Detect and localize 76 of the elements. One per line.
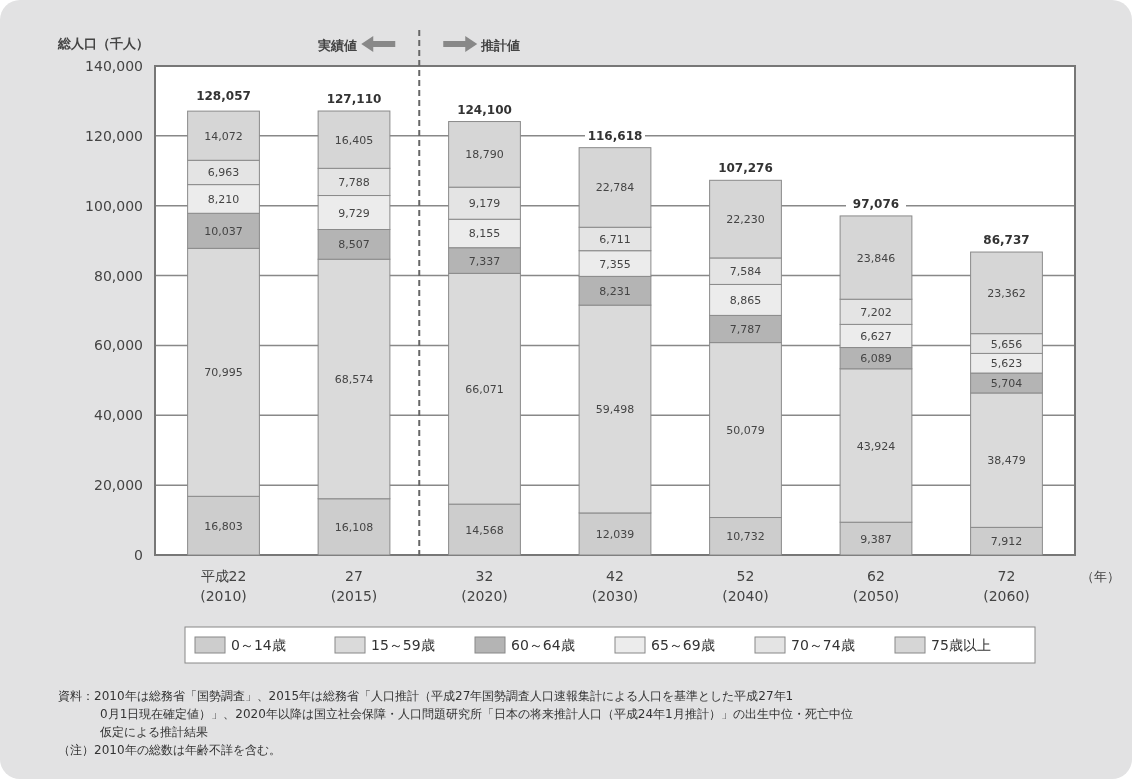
data-label: 8,210 — [207, 192, 240, 206]
data-label: 6,089 — [860, 352, 892, 366]
text: （注）2010年の総数は年齢不詳を含む。 — [58, 743, 281, 757]
data-label: 6,627 — [860, 329, 892, 343]
annotation: 127,110 — [326, 92, 382, 107]
data-label: 16,108 — [334, 520, 374, 534]
data-label: 18,790 — [465, 148, 504, 162]
data-label: 8,155 — [468, 227, 501, 241]
data-label: 7,584 — [729, 265, 762, 279]
x-tick-label: 72 (2060) — [983, 568, 1030, 604]
text: 資料：2010年は総務省「国勢調査」、2015年は総務省「人口推計（平成27年国勢調査人口速報集計による人口を基準とした平成27年10月1日現在確定値）」、2020年以降は国立社会保障・人口問題研究所「日本の将来推計人口（平成24年1月推計）」の出生中位・死亡中位仮定による推計結果 — [58, 689, 853, 739]
x-tick-label: 62 (2050) — [852, 568, 900, 604]
data-label: 66,071 — [465, 382, 504, 396]
annotation: 107,276 — [718, 161, 773, 176]
data-label: 70,995 — [204, 366, 243, 380]
data-label: 22,230 — [726, 213, 765, 227]
x-tick-label: 平成22 (2010) — [200, 568, 247, 604]
y-tick-label: 60,000 — [94, 337, 143, 354]
text: 実績値 — [317, 38, 358, 53]
y-tick-label: 140,000 — [85, 58, 143, 74]
data-label: 5,656 — [990, 337, 1023, 351]
data-label: 23,362 — [987, 286, 1026, 300]
data-label: 16,405 — [334, 133, 374, 147]
data-label: 14,072 — [204, 129, 243, 143]
data-label: 7,202 — [860, 305, 892, 319]
data-label: 5,704 — [990, 377, 1023, 390]
data-label: 8,865 — [729, 293, 762, 307]
x-axis-title: （年） — [1081, 569, 1120, 584]
data-label: 9,387 — [860, 532, 892, 546]
legend-label: 0～14歳 — [231, 637, 286, 653]
text: 推計値 — [480, 38, 521, 53]
data-label: 6,711 — [599, 232, 631, 246]
annotation: 128,057 — [196, 88, 251, 103]
data-label: 9,729 — [338, 206, 370, 220]
data-label: 22,784 — [595, 181, 635, 195]
annotation: 86,737 — [983, 233, 1030, 248]
data-label: 8,507 — [338, 238, 370, 252]
y-tick-label: 120,000 — [85, 127, 143, 144]
y-tick-label: 0 — [134, 547, 143, 563]
data-label: 7,912 — [990, 535, 1023, 549]
annotation: 124,100 — [457, 102, 512, 117]
data-label: 68,574 — [334, 372, 374, 386]
legend-label: 65～69歳 — [651, 637, 715, 653]
legend-label: 15～59歳 — [371, 637, 435, 653]
y-axis-title: 総人口（千人） — [57, 36, 149, 51]
data-label: 10,037 — [204, 224, 243, 238]
x-tick-label: 27 (2015) — [330, 568, 378, 604]
legend-label: 75歳以上 — [931, 637, 991, 653]
data-label: 5,623 — [990, 357, 1023, 371]
data-label: 50,079 — [726, 424, 765, 438]
y-tick-label: 20,000 — [94, 477, 143, 494]
x-tick-label: 32 (2020) — [461, 568, 508, 604]
y-tick-label: 40,000 — [94, 407, 143, 424]
data-label: 9,179 — [468, 197, 501, 211]
data-label: 59,498 — [595, 403, 635, 417]
x-tick-label: 52 (2040) — [722, 568, 769, 604]
data-label: 7,787 — [729, 323, 762, 336]
legend-label: 60～64歳 — [511, 637, 575, 653]
data-label: 14,568 — [465, 523, 504, 537]
data-label: 12,039 — [595, 527, 635, 541]
data-label: 38,479 — [987, 454, 1026, 468]
data-label: 43,924 — [856, 439, 896, 453]
data-label: 7,788 — [338, 175, 370, 189]
data-label: 23,846 — [856, 251, 896, 265]
y-tick-label: 80,000 — [94, 267, 143, 284]
data-label: 10,732 — [726, 530, 765, 544]
data-label: 16,803 — [204, 519, 243, 533]
legend-label: 70～74歳 — [791, 637, 855, 653]
x-tick-label: 42 (2030) — [591, 568, 639, 604]
data-label: 7,355 — [599, 257, 631, 271]
annotation: 116,618 — [587, 128, 643, 143]
data-label: 6,963 — [207, 166, 240, 180]
data-label: 8,231 — [599, 284, 631, 298]
y-tick-label: 100,000 — [85, 197, 143, 214]
data-label: 7,337 — [468, 254, 501, 268]
annotation: 97,076 — [852, 196, 900, 211]
